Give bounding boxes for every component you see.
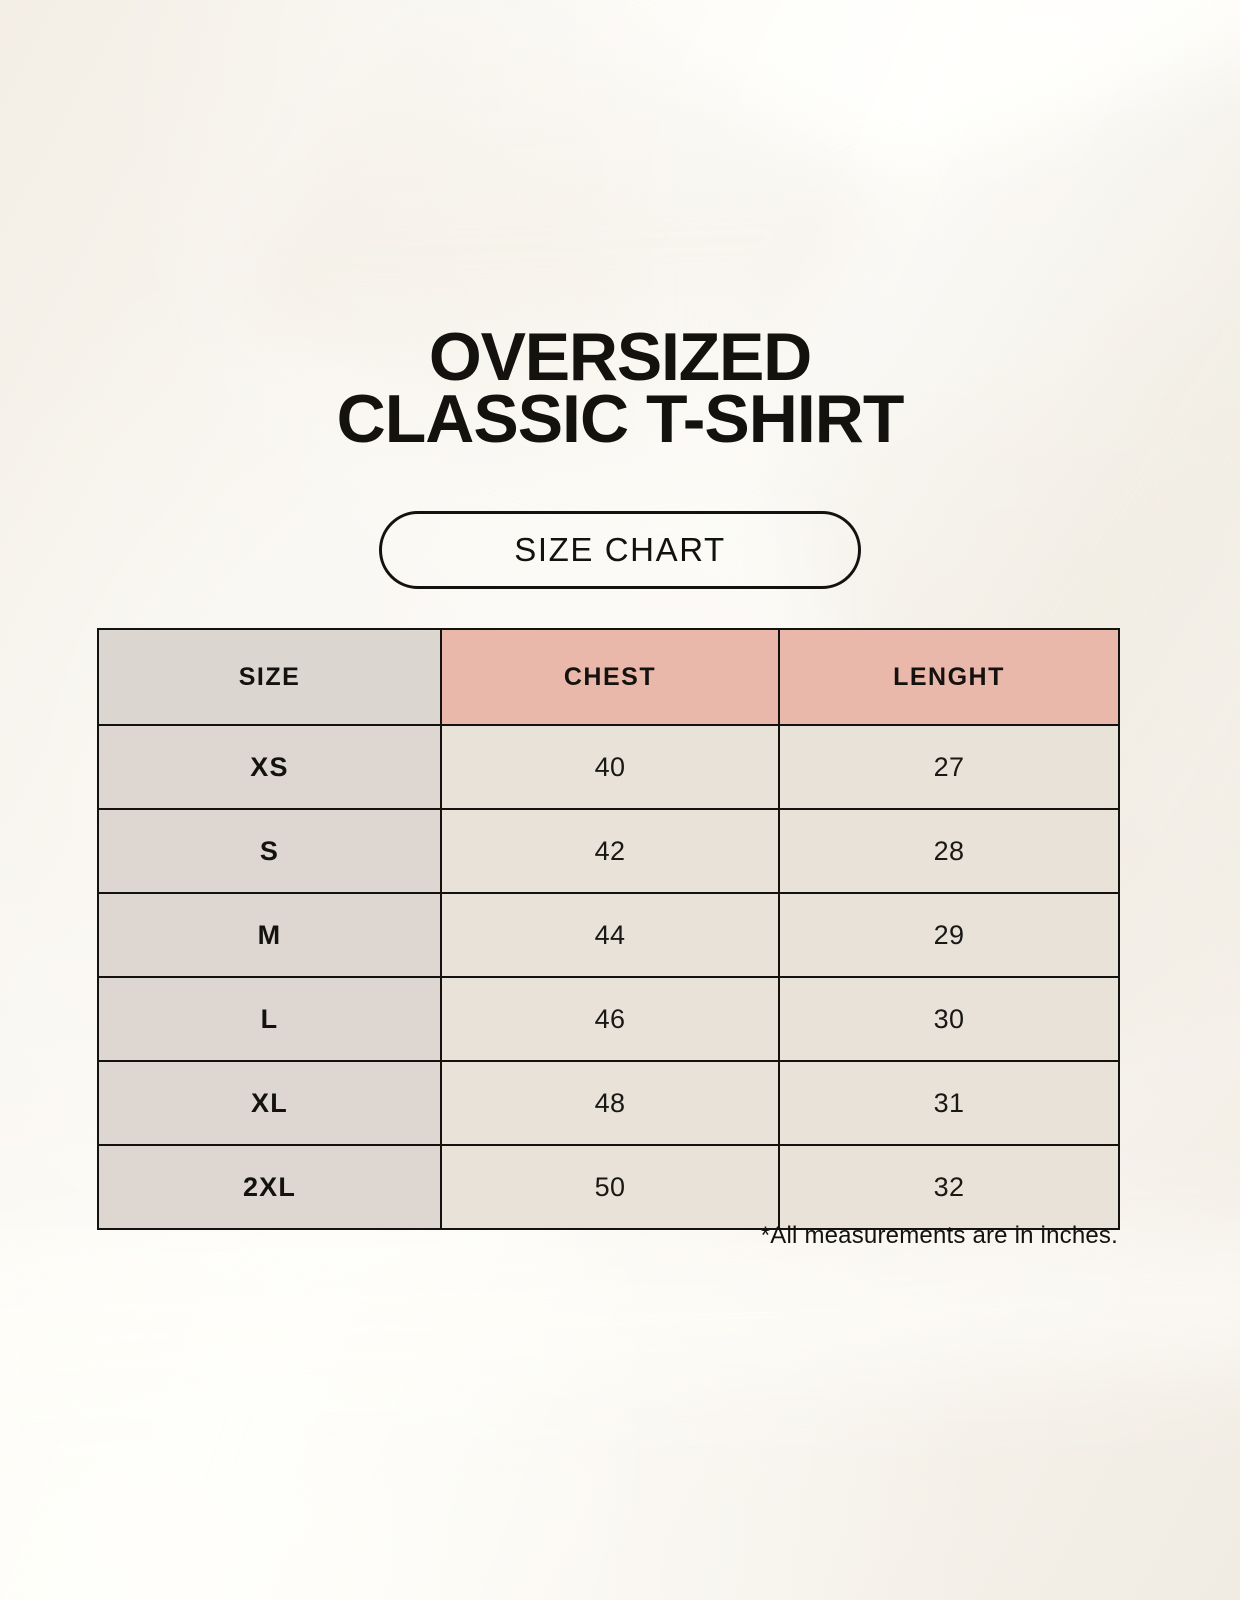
column-header-length: LENGHT <box>778 628 1120 726</box>
cell-chest: 48 <box>440 1060 780 1146</box>
cell-size: L <box>97 976 442 1062</box>
cell-chest: 50 <box>440 1144 780 1230</box>
size-chart-badge: SIZE CHART <box>379 511 861 589</box>
table-row: XS 40 27 <box>97 724 1120 810</box>
column-header-size: SIZE <box>97 628 442 726</box>
size-chart-badge-wrap: SIZE CHART <box>0 511 1240 589</box>
table-row: M 44 29 <box>97 892 1120 978</box>
column-header-chest: CHEST <box>440 628 780 726</box>
table-row: L 46 30 <box>97 976 1120 1062</box>
cell-chest: 46 <box>440 976 780 1062</box>
measurement-unit-note: *All measurements are in inches. <box>760 1222 1118 1249</box>
title-line-oversized: OVERSIZED <box>428 319 812 395</box>
cell-chest: 44 <box>440 892 780 978</box>
cell-length: 31 <box>778 1060 1120 1146</box>
cell-chest: 42 <box>440 808 780 894</box>
cell-size: XL <box>97 1060 442 1146</box>
cell-length: 27 <box>778 724 1120 810</box>
table-row: XL 48 31 <box>97 1060 1120 1146</box>
page-title: OVERSIZED CLASSIC T-SHIRT <box>0 319 1240 457</box>
size-chart-table: SIZE CHEST LENGHT XS 40 27 S 42 28 M <box>97 628 1120 1230</box>
table-header-row: SIZE CHEST LENGHT <box>97 628 1120 726</box>
cell-length: 29 <box>778 892 1120 978</box>
cell-chest: 40 <box>440 724 780 810</box>
table-header: SIZE CHEST LENGHT <box>97 628 1120 726</box>
cell-size: 2XL <box>97 1144 442 1230</box>
table-row: S 42 28 <box>97 808 1120 894</box>
title-line-classic-tshirt: CLASSIC T-SHIRT <box>336 381 905 457</box>
size-chart-badge-label: SIZE CHART <box>514 531 726 568</box>
table-body: XS 40 27 S 42 28 M 44 29 L 46 30 <box>97 724 1120 1230</box>
cell-size: M <box>97 892 442 978</box>
table-row: 2XL 50 32 <box>97 1144 1120 1230</box>
size-chart-table-wrap: SIZE CHEST LENGHT XS 40 27 S 42 28 M <box>97 628 1120 1230</box>
cell-length: 32 <box>778 1144 1120 1230</box>
cell-size: S <box>97 808 442 894</box>
cell-length: 30 <box>778 976 1120 1062</box>
cell-length: 28 <box>778 808 1120 894</box>
cell-size: XS <box>97 724 442 810</box>
